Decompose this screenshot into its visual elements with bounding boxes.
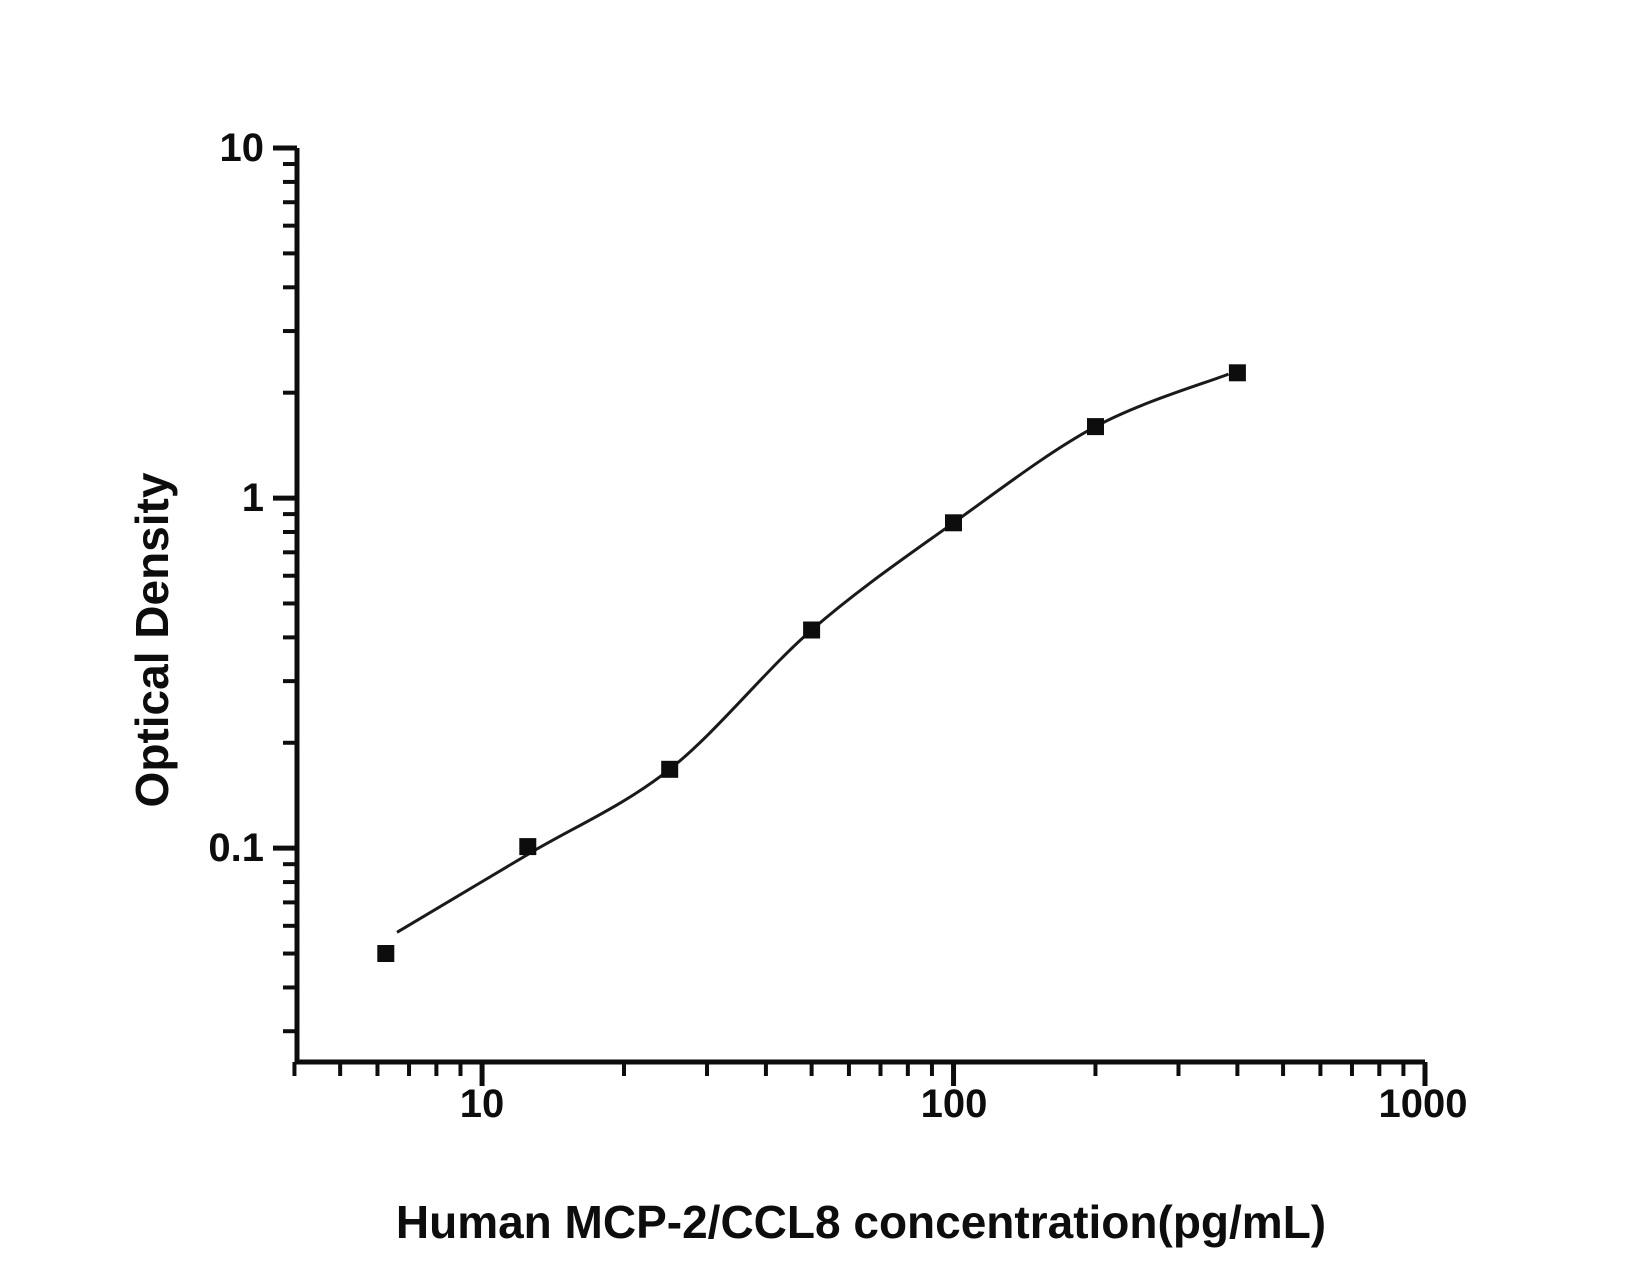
- data-point-marker: [945, 514, 962, 532]
- y-tick-label-0.1: 0.1: [208, 826, 264, 870]
- data-point-marker: [519, 838, 537, 856]
- data-point-marker: [377, 945, 395, 962]
- data-point-marker: [1228, 364, 1246, 382]
- x-tick-label-100: 100: [920, 1082, 988, 1126]
- x-tick-label-1000: 1000: [1378, 1082, 1468, 1126]
- data-point-marker: [803, 621, 821, 639]
- y-tick-label-1: 1: [241, 476, 264, 520]
- x-axis-title: Human MCP-2/CCL8 concentration(pg/mL): [395, 1196, 1327, 1248]
- x-tick-label-10: 10: [459, 1082, 505, 1126]
- data-point-marker: [1087, 418, 1104, 436]
- y-tick-label-10: 10: [219, 126, 265, 170]
- y-axis-title: Optical Density: [126, 472, 178, 808]
- data-point-marker: [661, 760, 679, 778]
